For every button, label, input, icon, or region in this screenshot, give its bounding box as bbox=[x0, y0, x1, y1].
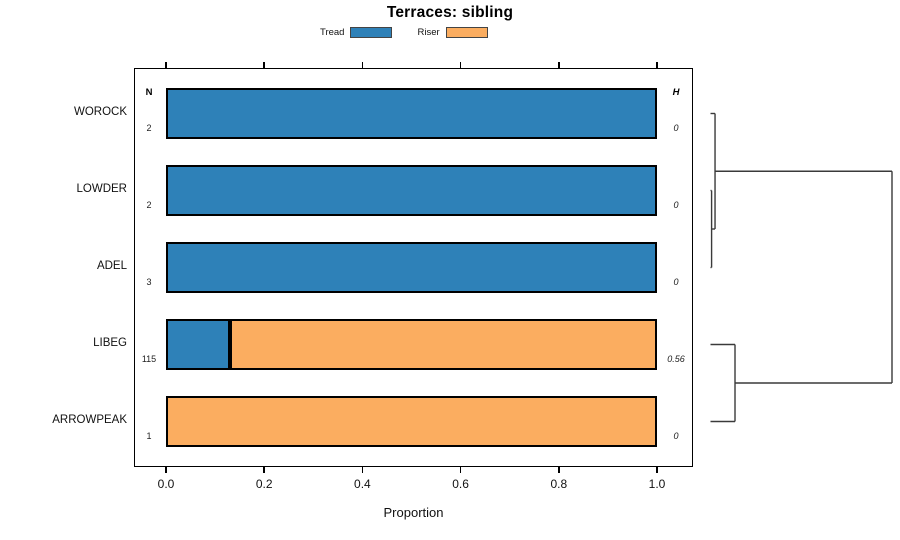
tick-top-mark bbox=[263, 61, 265, 68]
h-value: 0 bbox=[673, 430, 679, 441]
legend-label: Riser bbox=[417, 27, 440, 38]
x-tick-label: 0.0 bbox=[157, 477, 175, 491]
tick-bottom-mark bbox=[656, 467, 658, 473]
row-label: WOROCK bbox=[73, 105, 127, 118]
tick-bottom-mark bbox=[459, 467, 462, 473]
bar-segment-tread bbox=[166, 88, 657, 139]
h-column-header: H bbox=[672, 87, 680, 98]
legend-swatch-tread-icon bbox=[350, 27, 393, 38]
chart-title: Terraces: sibling bbox=[386, 4, 514, 21]
bar-segment-tread bbox=[166, 165, 657, 216]
n-value: 115 bbox=[141, 353, 157, 364]
bar-segment-riser bbox=[166, 396, 657, 447]
row-label: ARROWPEAK bbox=[52, 413, 127, 426]
x-tick-label: 0.2 bbox=[255, 477, 273, 491]
h-value: 0 bbox=[673, 122, 679, 133]
x-tick-label: 0.6 bbox=[452, 477, 469, 491]
legend-item: Riser bbox=[417, 27, 488, 38]
legend-item: Tread bbox=[320, 27, 393, 38]
tick-bottom-mark bbox=[165, 467, 167, 473]
bar bbox=[166, 396, 657, 447]
tick-top-mark bbox=[165, 61, 167, 68]
tick-top-mark bbox=[558, 61, 560, 68]
legend-swatch-riser-icon bbox=[445, 27, 488, 38]
tick-bottom-mark bbox=[361, 467, 364, 473]
x-tick-label: 1.0 bbox=[648, 477, 666, 491]
h-value: 0 bbox=[673, 276, 679, 287]
legend: Tread Riser bbox=[320, 27, 488, 38]
n-column-header: N bbox=[145, 87, 153, 98]
bar bbox=[166, 319, 657, 370]
bar bbox=[166, 88, 657, 139]
x-axis-label: Proportion bbox=[383, 505, 444, 520]
n-value: 3 bbox=[146, 276, 152, 287]
h-value: 0 bbox=[673, 199, 679, 210]
h-value: 0.56 bbox=[667, 353, 685, 364]
bar bbox=[166, 165, 657, 216]
row-label: LIBEG bbox=[93, 336, 127, 349]
n-value: 2 bbox=[146, 122, 152, 133]
bar-segment-tread bbox=[166, 242, 657, 293]
bar-segment-riser bbox=[229, 319, 657, 370]
bar bbox=[166, 242, 657, 293]
row-label: ADEL bbox=[96, 259, 127, 272]
row-label: LOWDER bbox=[76, 182, 127, 195]
tick-bottom-mark bbox=[558, 467, 560, 473]
tick-top-mark bbox=[361, 61, 364, 68]
bar-segment-tread bbox=[166, 319, 230, 370]
tick-top-mark bbox=[459, 61, 462, 68]
n-value: 1 bbox=[146, 430, 152, 441]
legend-label: Tread bbox=[320, 27, 345, 38]
tick-bottom-mark bbox=[263, 467, 265, 473]
x-tick-label: 0.8 bbox=[550, 477, 568, 491]
x-tick-label: 0.4 bbox=[354, 477, 371, 491]
tick-top-mark bbox=[656, 61, 658, 68]
n-value: 2 bbox=[146, 199, 152, 210]
